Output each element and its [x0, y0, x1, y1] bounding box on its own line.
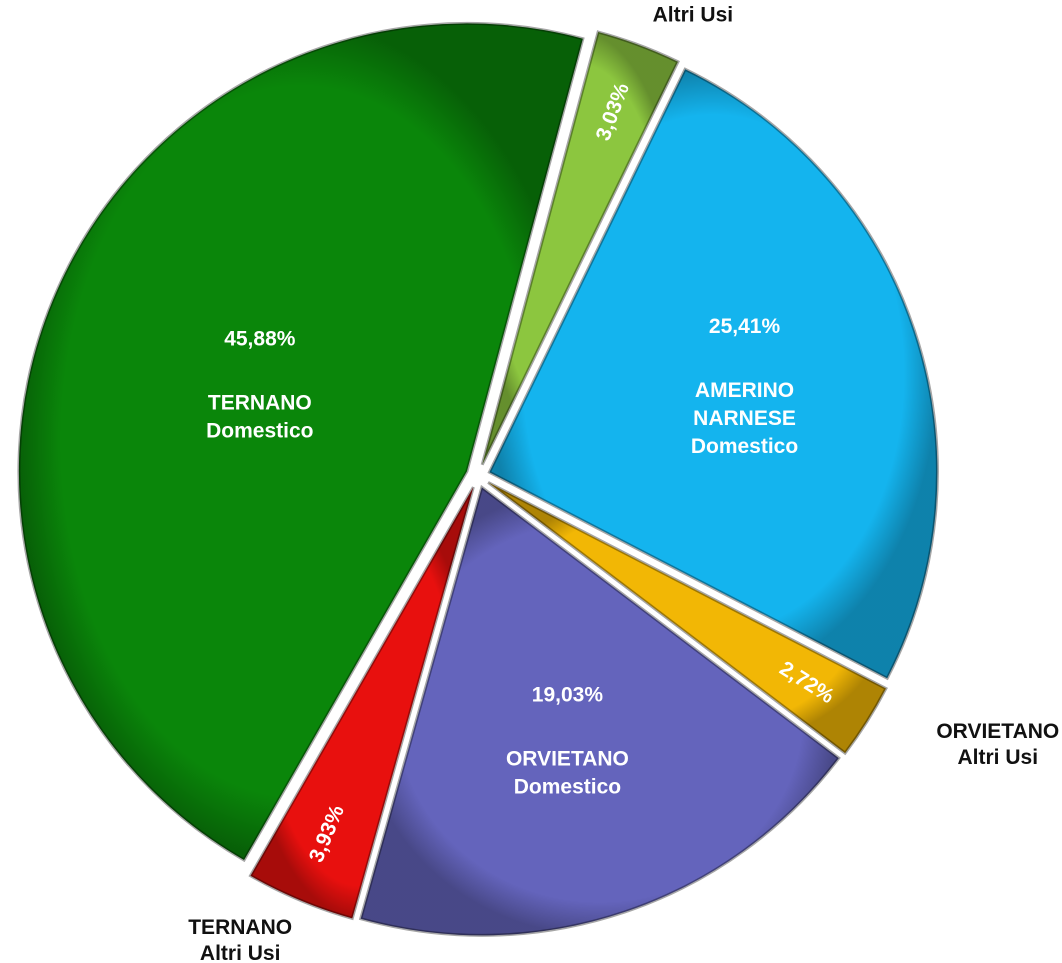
data-label: 25,41%: [709, 315, 781, 338]
category-label: Altri Usi: [200, 942, 281, 963]
category-label: TERNANO: [208, 392, 312, 415]
category-label: Domestico: [514, 776, 621, 799]
category-label: TERNANO: [188, 916, 292, 939]
data-label: 45,88%: [224, 328, 296, 351]
category-label: AMERINO NARNESE: [589, 0, 797, 1]
category-label: Altri Usi: [958, 746, 1039, 769]
category-label: Altri Usi: [653, 4, 734, 27]
category-label: Domestico: [691, 435, 798, 458]
category-label: ORVIETANO: [506, 748, 629, 771]
data-label: 19,03%: [532, 684, 604, 707]
category-label: NARNESE: [693, 407, 796, 430]
category-label: ORVIETANO: [936, 720, 1059, 743]
category-label: AMERINO: [695, 379, 794, 402]
category-label: Domestico: [206, 420, 313, 443]
